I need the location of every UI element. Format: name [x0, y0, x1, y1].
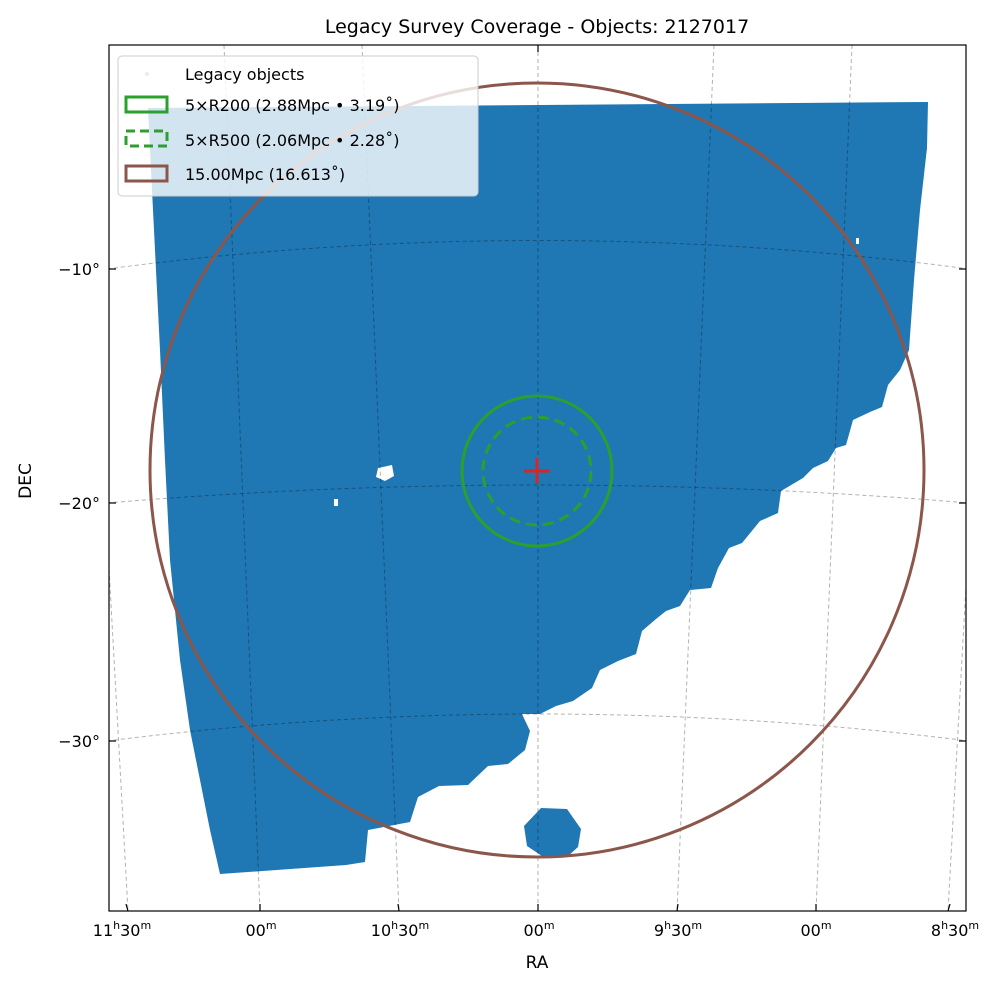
x-tick-label: 8h30m — [931, 919, 979, 940]
y-tick-label: −20° — [58, 494, 100, 513]
legend-swatch-brown — [124, 164, 169, 183]
ra-grid-line — [676, 45, 715, 911]
y-axis-label: DEC — [16, 463, 36, 499]
y-tick-label: −30° — [58, 732, 100, 751]
legend-box — [117, 55, 479, 197]
ra-grid-line — [947, 577, 966, 911]
x-tick-label: 00m — [523, 919, 554, 940]
circle-5r500 — [481, 415, 593, 527]
ra-grid-line — [361, 45, 400, 911]
legend-entry-5r500: 5×R500 (2.06Mpc • 2.28˚) — [124, 129, 399, 150]
legend-marker-dot — [145, 72, 149, 76]
coverage-hole — [334, 499, 338, 506]
tick-marks — [109, 45, 966, 912]
ra-grid-line — [223, 45, 261, 911]
circle-15mpc — [148, 81, 926, 859]
legacy-objects-coverage — [148, 102, 928, 874]
ra-grid-line — [109, 559, 129, 911]
legend: Legacy objects 5×R200 (2.88Mpc • 3.19˚) … — [117, 55, 479, 197]
ra-grid-line — [815, 45, 853, 911]
cluster-center-marker — [524, 458, 550, 484]
x-tick-labels: 11h30m 00m 10h30m 00m 9h30m 00m 8h30m — [93, 919, 979, 940]
x-tick-label: 00m — [800, 919, 831, 940]
circle-5r200 — [460, 394, 614, 548]
x-tick-label: 11h30m — [93, 919, 151, 940]
x-tick-label: 00m — [245, 919, 276, 940]
plot-area — [109, 45, 966, 911]
legend-swatch-solid-green — [124, 95, 169, 114]
legend-swatch-dashed-green — [124, 129, 169, 148]
dec-grid-line — [109, 484, 966, 504]
coverage-hole — [856, 238, 859, 244]
chart-title: Legacy Survey Coverage - Objects: 212701… — [325, 16, 749, 38]
legend-entry-5r200: 5×R200 (2.88Mpc • 3.19˚) — [124, 95, 399, 115]
legend-label: 15.00Mpc (16.613˚) — [185, 165, 345, 184]
legend-entry-legacy-objects: Legacy objects — [145, 65, 304, 84]
coverage-patch — [524, 808, 581, 858]
x-axis-label: RA — [526, 953, 549, 973]
coverage-hole — [376, 465, 394, 481]
legend-label: Legacy objects — [185, 65, 304, 84]
legend-label: 5×R200 (2.88Mpc • 3.19˚) — [185, 96, 399, 115]
legend-entry-15mpc: 15.00Mpc (16.613˚) — [124, 164, 345, 184]
x-tick-label: 10h30m — [371, 919, 429, 940]
y-tick-labels: −10° −20° −30° — [58, 260, 100, 751]
y-tick-label: −10° — [58, 260, 100, 279]
x-tick-label: 9h30m — [654, 919, 702, 940]
legend-label: 5×R500 (2.06Mpc • 2.28˚) — [185, 131, 399, 150]
